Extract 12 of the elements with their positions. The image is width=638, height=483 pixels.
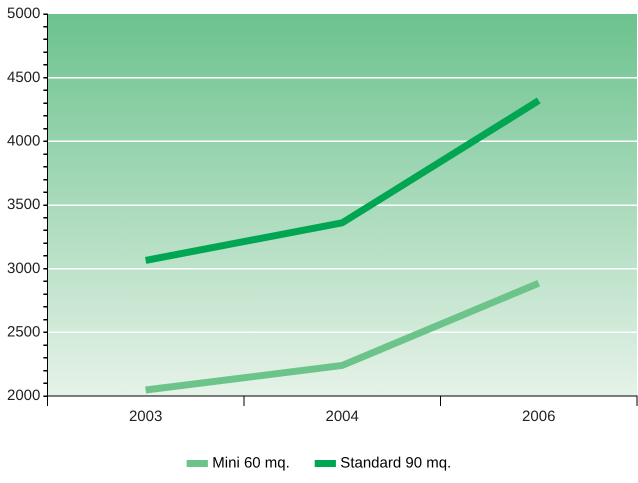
legend-label: Mini 60 mq.: [212, 454, 290, 472]
x-tick-label: 2004: [325, 408, 359, 426]
y-tick-label: 3500: [6, 196, 40, 214]
y-tick-label: 2000: [6, 387, 40, 404]
y-tick-label: 5000: [6, 5, 40, 22]
y-tick-label: 2500: [6, 323, 40, 340]
y-tick-label: 4500: [6, 68, 40, 86]
legend-label: Standard 90 mq.: [340, 454, 452, 472]
x-tick-label: 2006: [522, 408, 556, 426]
x-tick-label: 2003: [128, 408, 162, 426]
y-tick-label: 3000: [6, 260, 40, 277]
y-tick-label: 4000: [6, 132, 40, 150]
